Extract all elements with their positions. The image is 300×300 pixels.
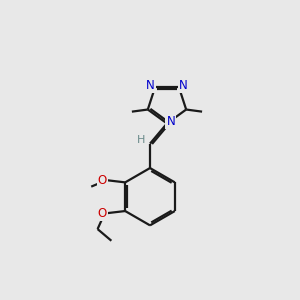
Text: H: H — [137, 135, 145, 145]
Text: O: O — [98, 174, 107, 187]
Text: N: N — [146, 80, 155, 92]
Text: O: O — [98, 207, 107, 220]
Text: N: N — [179, 80, 188, 92]
Text: N: N — [167, 115, 175, 128]
